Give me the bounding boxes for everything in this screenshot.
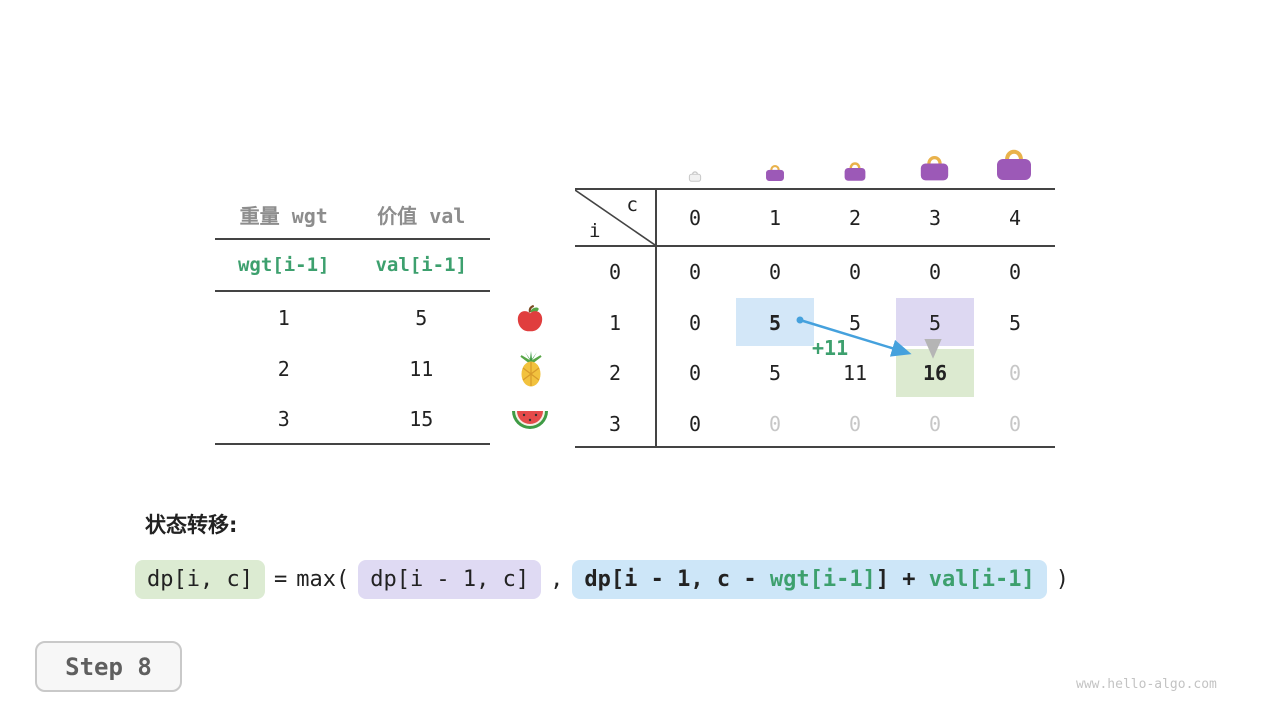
formula-skip-chip: dp[i - 1, c] <box>358 560 542 599</box>
dp-row: 2 0 5 11 16 0 <box>575 348 1055 399</box>
formula-equals: = <box>273 567 288 592</box>
items-table-var-row: wgt[i-1] val[i-1] <box>215 240 490 292</box>
highlight-compare-cell <box>896 298 974 346</box>
item-value: 15 <box>409 406 434 431</box>
item-weight: 3 <box>277 406 290 431</box>
items-table-header-row: 重量 wgt 价值 val <box>215 190 490 240</box>
dp-table-divider <box>655 190 657 446</box>
dp-header-row: c i 0 1 2 3 4 <box>575 190 1055 247</box>
apple-icon <box>515 304 545 338</box>
dp-cell-source: 5 <box>768 310 782 335</box>
bag-capacity-1-icon <box>764 163 786 186</box>
dp-cell-pending: 0 <box>1008 361 1022 386</box>
item-axis-label: i <box>589 220 601 242</box>
item-value: 5 <box>415 305 428 330</box>
items-table: 重量 wgt 价值 val wgt[i-1] val[i-1] 1 5 2 11… <box>215 190 490 445</box>
dp-cell-current: 16 <box>922 361 948 386</box>
dp-row-header: 0 <box>608 260 622 285</box>
formula-take-mid: ] + <box>875 567 929 592</box>
dp-corner-cell: c i <box>575 190 655 245</box>
formula-close-paren: ) <box>1055 567 1070 592</box>
formula-lhs-chip: dp[i, c] <box>135 560 265 599</box>
formula-wgt-token: wgt[i-1] <box>769 567 876 592</box>
item-row: 1 5 <box>215 292 490 343</box>
dp-cell: 0 <box>688 411 702 436</box>
item-row: 3 15 <box>215 394 490 445</box>
dp-col-header: 0 <box>688 205 702 230</box>
dp-cell-pending: 0 <box>928 411 942 436</box>
dp-row-header: 3 <box>608 411 622 436</box>
dp-cell: 0 <box>688 310 702 335</box>
weight-column-header: 重量 wgt <box>239 203 328 228</box>
dp-cell-compare: 5 <box>928 310 942 335</box>
dp-cell-pending: 0 <box>1008 411 1022 436</box>
bag-capacity-4-icon <box>992 146 1036 186</box>
dp-cell: 0 <box>768 260 782 285</box>
item-weight: 1 <box>277 305 290 330</box>
watermark: www.hello-algo.com <box>1076 677 1217 692</box>
bag-capacity-0-icon <box>688 168 702 187</box>
dp-cell: 0 <box>688 260 702 285</box>
dp-col-header: 2 <box>848 205 862 230</box>
step-badge: Step 8 <box>35 641 182 692</box>
corner-diagonal-line <box>575 190 655 245</box>
dp-col-header: 1 <box>768 205 782 230</box>
dp-cell: 5 <box>768 361 782 386</box>
dp-cell-pending: 0 <box>768 411 782 436</box>
formula-take-chip: dp[i - 1, c - wgt[i-1]] + val[i-1] <box>572 560 1047 599</box>
capacity-axis-label: c <box>626 194 638 216</box>
state-transition-formula: dp[i, c] = max( dp[i - 1, c] , dp[i - 1,… <box>135 560 1069 599</box>
dp-row: 3 0 0 0 0 0 <box>575 399 1055 450</box>
formula-take-prefix: dp[i - 1, c - <box>584 567 770 592</box>
state-transition-label: 状态转移: <box>145 513 238 537</box>
weight-var-label: wgt[i-1] <box>237 254 330 276</box>
bag-capacity-2-icon <box>842 160 868 186</box>
dp-table: c i 0 1 2 3 4 0 0 0 0 0 0 1 0 5 5 5 5 2 <box>575 188 1055 448</box>
item-row: 2 11 <box>215 343 490 394</box>
item-value: 11 <box>409 356 434 381</box>
value-column-header: 价值 val <box>377 203 466 228</box>
watermelon-icon <box>511 407 549 437</box>
dp-cell: 5 <box>1008 310 1022 335</box>
dp-cell-pending: 0 <box>848 411 862 436</box>
dp-row-header: 1 <box>608 310 622 335</box>
dp-cell: 0 <box>688 361 702 386</box>
pineapple-icon <box>517 350 545 392</box>
value-gain-label: +11 <box>812 336 849 360</box>
dp-row-header: 2 <box>608 361 622 386</box>
formula-max-open: max( <box>296 567 350 592</box>
dp-cell: 11 <box>842 361 868 386</box>
dp-cell: 0 <box>1008 260 1022 285</box>
dp-col-header: 4 <box>1008 205 1022 230</box>
dp-col-header: 3 <box>928 205 942 230</box>
formula-val-token: val[i-1] <box>928 567 1035 592</box>
dp-cell: 0 <box>928 260 942 285</box>
bag-capacity-3-icon <box>917 153 952 186</box>
formula-comma: , <box>550 567 564 592</box>
item-weight: 2 <box>277 356 290 381</box>
value-var-label: val[i-1] <box>375 254 467 276</box>
dp-cell: 0 <box>848 260 862 285</box>
dp-row: 0 0 0 0 0 0 <box>575 247 1055 298</box>
